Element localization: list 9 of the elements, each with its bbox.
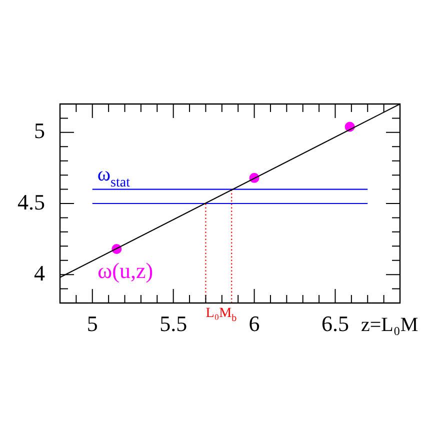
x-tick-label: 5.5 bbox=[160, 310, 188, 336]
y-tick-label: 4 bbox=[34, 260, 45, 286]
series-label: ω(u,z) bbox=[98, 258, 154, 283]
y-tick-label: 5 bbox=[34, 118, 45, 144]
x-axis-title: z=L₀M bbox=[361, 314, 418, 336]
x-tick-label: 5 bbox=[86, 310, 98, 336]
x-tick-label: 6 bbox=[248, 310, 260, 336]
x-tick-label: 6.5 bbox=[321, 310, 349, 336]
y-tick-label: 4.5 bbox=[18, 189, 45, 214]
